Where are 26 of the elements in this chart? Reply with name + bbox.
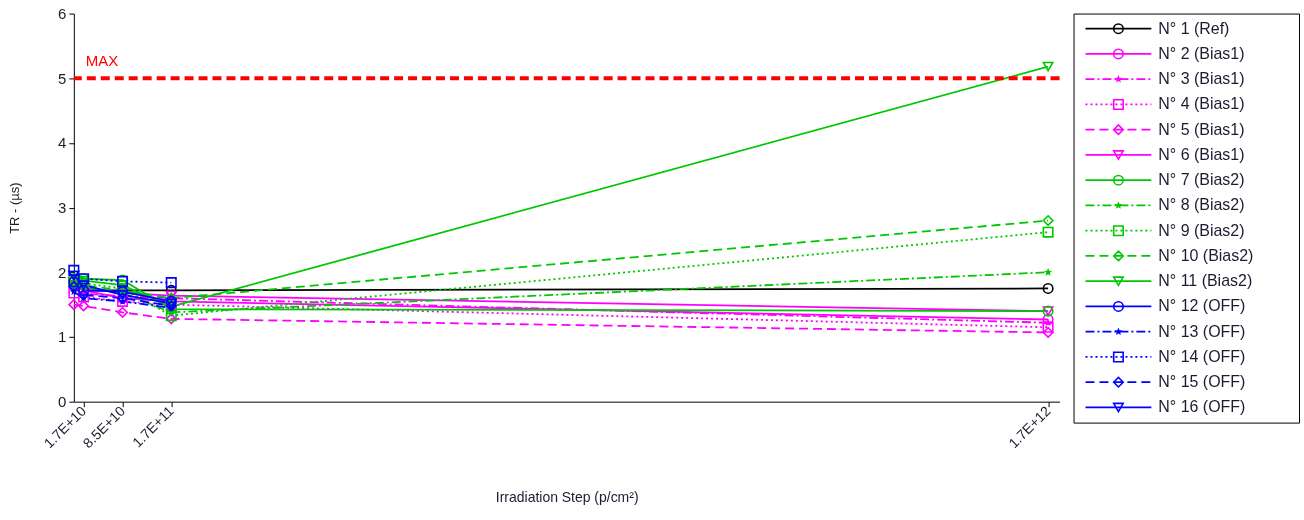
legend-label: N° 9 (Bias2): [1158, 221, 1245, 239]
legend-label: N° 2 (Bias1): [1158, 44, 1245, 62]
x-axis-title: Irradiation Step (p/cm²): [495, 489, 639, 506]
legend-label: N° 13 (OFF): [1158, 322, 1246, 340]
legend-label: N° 15 (OFF): [1158, 373, 1246, 391]
legend-label: N° 7 (Bias2): [1158, 171, 1245, 189]
y-axis-title: TR - (µs): [7, 182, 23, 234]
legend-label: N° 5 (Bias1): [1158, 120, 1245, 138]
y-tick-label: 5: [58, 69, 67, 87]
y-tick-label: 2: [58, 263, 67, 281]
legend-label: N° 11 (Bias2): [1158, 272, 1253, 290]
y-tick-label: 1: [58, 328, 67, 346]
legend-label: N° 8 (Bias2): [1158, 196, 1245, 214]
legend-label: N° 14 (OFF): [1158, 347, 1246, 365]
y-tick-label: 0: [58, 393, 67, 411]
legend-label: N° 16 (OFF): [1158, 398, 1246, 416]
legend-label: N° 4 (Bias1): [1158, 95, 1245, 113]
legend-label: N° 6 (Bias1): [1158, 145, 1245, 163]
y-tick-label: 3: [58, 199, 67, 217]
legend-label: N° 3 (Bias1): [1158, 70, 1245, 88]
y-tick-label: 4: [58, 134, 67, 152]
y-tick-label: 6: [58, 5, 67, 23]
ref-line-label: MAX: [85, 52, 119, 70]
legend-label: N° 12 (OFF): [1158, 297, 1246, 315]
legend-label: N° 10 (Bias2): [1158, 246, 1254, 264]
legend-label: N° 1 (Ref): [1158, 19, 1230, 37]
